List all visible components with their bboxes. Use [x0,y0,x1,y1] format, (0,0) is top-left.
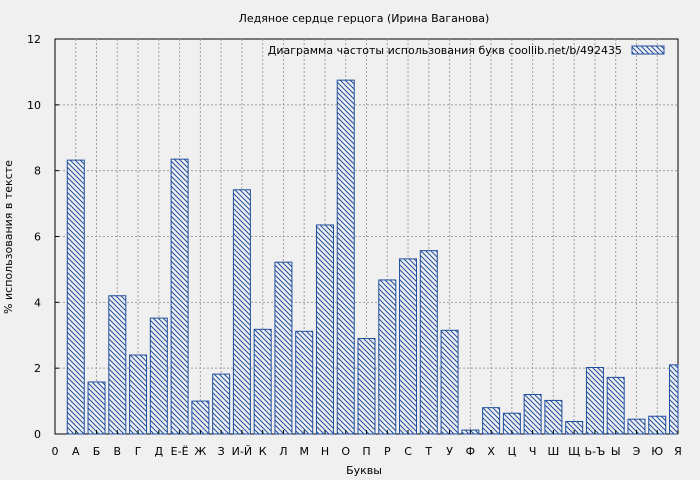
bar-Ч [523,394,542,435]
bar-Р [378,279,397,435]
bar-О [336,79,355,435]
x-tick-label: Ц [508,445,517,458]
x-tick-label: Т [424,445,432,458]
x-tick-label: З [218,445,225,458]
y-tick-label: 0 [34,428,41,441]
x-tick-label: Х [487,445,495,458]
bar-Н [315,224,334,435]
x-tick-label: Э [633,445,641,458]
legend: Диаграмма частоты использования букв coo… [268,44,665,57]
bar-З [212,373,231,435]
x-tick-label: У [446,445,453,458]
y-tick-label: 10 [27,99,41,112]
x-axis-ticks: 0 А Б В Г Д Е-Ё Ж З И-Й К Л М Н О П Р С Т У Ф Х Ц Ч Ш Щ Ь-Ъ Ы Э Ю Я [52,430,682,458]
x-tick-label: Ю [651,445,663,458]
bar-Т [419,250,438,435]
bar-А [66,159,85,435]
y-axis-label: % использования в тексте [2,160,15,314]
x-tick-label: Ф [466,445,475,458]
bar-Д [149,317,168,435]
x-tick-label: К [259,445,267,458]
x-tick-label: Д [155,445,164,458]
x-tick-label: Ж [194,445,206,458]
x-tick-label: М [299,445,309,458]
x-tick-label: Е-Ё [171,445,189,458]
x-tick-label: А [72,445,80,458]
y-tick-label: 4 [34,296,41,309]
x-tick-label: Б [93,445,101,458]
bar-П [357,338,376,435]
y-tick-label: 6 [34,231,41,244]
y-axis-ticks: 0 2 4 6 8 10 12 [27,33,59,441]
bar-В [108,295,127,435]
x-tick-label: Л [279,445,287,458]
y-tick-label: 8 [34,165,41,178]
bar-Л [274,261,293,435]
bar-К [253,328,272,435]
bar-Б [87,381,106,435]
x-axis-label: Буквы [346,464,382,477]
bar-Ш [544,399,563,435]
x-tick-label: П [362,445,370,458]
bar-М [295,330,314,435]
x-tick-label: Ь-Ъ [585,445,606,458]
x-tick-label: С [404,445,412,458]
bar-Ы [606,376,625,435]
bar-Я [669,364,679,435]
x-tick-label: И-Й [232,445,252,458]
legend-text: Диаграмма частоты использования букв coo… [268,44,622,57]
y-tick-label: 2 [34,362,41,375]
x-tick-label: Н [321,445,329,458]
x-tick-label: О [341,445,350,458]
x-tick-label: Ш [548,445,560,458]
x-tick-label: Р [384,445,391,458]
x-tick-label: Ы [611,445,621,458]
bar-С [399,258,418,435]
chart-title: Ледяное сердце герцога (Ирина Ваганова) [239,12,490,25]
bar-Е-Ё [170,158,189,435]
bar-Ж [191,400,210,435]
legend-swatch [631,45,665,55]
y-tick-label: 12 [27,33,41,46]
bar-Г [129,354,148,435]
bar-Ь-Ъ [585,367,604,435]
bars [66,79,679,435]
bar-У [440,329,459,435]
bar-И-Й [232,189,251,435]
x-tick-label: Я [674,445,682,458]
x-tick-label: Ч [529,445,537,458]
x-tick-label: Г [135,445,142,458]
x-tick-label: Щ [568,445,580,458]
x-tick-label: В [114,445,122,458]
x-tick-label: 0 [52,445,59,458]
